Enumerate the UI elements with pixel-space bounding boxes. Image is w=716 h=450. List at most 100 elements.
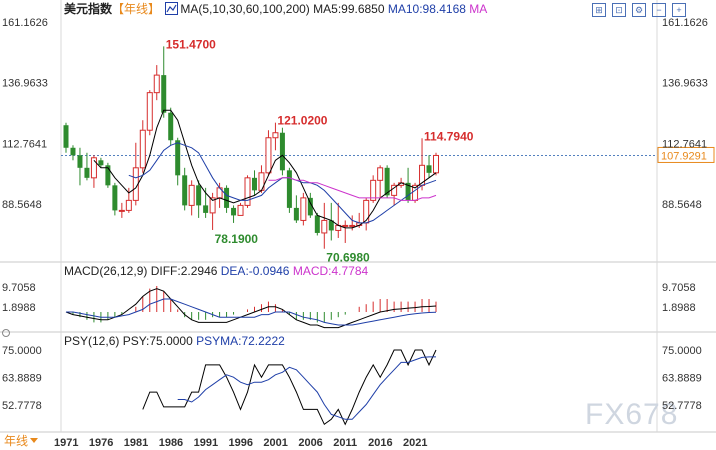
y-tick-label-right: 88.5648 (662, 199, 702, 211)
diff-value: DIFF:2.2946 (150, 264, 218, 278)
psy-tick-label-left: 52.7778 (2, 400, 42, 412)
candle-body-up (363, 199, 370, 224)
macd-label: MACD(26,12,9) (64, 264, 148, 278)
watermark: FX678 (585, 398, 678, 431)
x-tick-label: 2001 (263, 437, 287, 449)
x-tick-label: 2021 (403, 437, 427, 449)
candle-body-down (196, 185, 202, 206)
candle-body-up (433, 154, 439, 174)
candle-body-up (237, 204, 244, 216)
candle-body-down (77, 155, 83, 168)
psy-tick-label-left: 63.8889 (2, 373, 42, 385)
candle-body-up (300, 197, 307, 221)
plus-icon[interactable]: + (672, 3, 686, 17)
ma10-value: MA10:98.4168 (387, 2, 466, 16)
ma-line-ma30 (268, 177, 437, 201)
psy-header: PSY(12,6) PSY:75.0000 PSYMA:72.2222 (64, 334, 285, 348)
candle-body-down (384, 167, 390, 196)
psy-line-psyma (177, 356, 436, 420)
candle-body-down (161, 75, 167, 113)
psy-label: PSY(12,6) (64, 334, 120, 348)
add-indicator-icon[interactable]: ⊞ (592, 3, 606, 17)
extreme-annotation: 121.0200 (277, 114, 327, 128)
psy-tick-label-right: 63.8889 (662, 373, 702, 385)
zoom-icon[interactable]: ⊡ (612, 3, 626, 17)
psy-value: PSY:75.0000 (122, 334, 193, 348)
candle-body-down (105, 165, 111, 186)
candle-body-up (146, 92, 153, 131)
candle-body-up (125, 199, 132, 211)
candle-body-down (70, 147, 76, 156)
macd-value: MACD:4.7784 (292, 264, 369, 278)
candle-body-up (342, 224, 349, 227)
candle-body-up (349, 224, 356, 227)
extreme-annotation: 78.1900 (215, 232, 259, 246)
candle-body-down (307, 197, 313, 216)
candle-body-down (279, 132, 285, 171)
current-price-label: 107.9291 (661, 150, 707, 162)
candle-body-down (224, 187, 230, 208)
y-tick-label-right: 161.1626 (662, 17, 708, 29)
x-tick-label: 1986 (159, 437, 183, 449)
y-tick-label-left: 88.5648 (2, 199, 42, 211)
candle-body-down (231, 207, 237, 216)
x-tick-label: 1981 (124, 437, 148, 449)
ma-extra-label: MA (469, 2, 488, 16)
candle-body-up (139, 129, 146, 169)
macd-tick-label-left: 1.8988 (2, 302, 36, 314)
period-button[interactable]: 年线 (2, 434, 40, 449)
x-tick-label: 1991 (194, 437, 218, 449)
x-tick-label: 2016 (368, 437, 392, 449)
chart-type-icon[interactable] (165, 2, 179, 15)
x-tick-label: 1996 (229, 437, 253, 449)
current-price-badge (657, 146, 715, 163)
candle-body-down (286, 170, 292, 208)
candle-body-down (293, 207, 299, 221)
x-tick-label: 1971 (54, 437, 78, 449)
ma-params: MA(5,10,30,60,100,200) (180, 2, 310, 16)
chevron-down-icon (30, 438, 39, 443)
candle-body-down (168, 112, 174, 141)
symbol-name: 美元指数 (64, 2, 113, 16)
clock-icon (2, 329, 10, 337)
candle-body-up (377, 167, 384, 181)
macd-pane (65, 286, 437, 329)
y-tick-label-left: 161.1626 (2, 17, 48, 29)
x-tick-label: 2006 (298, 437, 322, 449)
ma-line-ma5 (93, 109, 437, 229)
extreme-annotation: 151.4700 (166, 37, 216, 51)
y-tick-label-left: 112.7641 (2, 138, 47, 150)
period-button-label: 年线 (4, 434, 29, 448)
macd-tick-label-right: 1.8988 (662, 302, 696, 314)
psy-tick-label-right: 52.7778 (662, 400, 702, 412)
candle-body-down (182, 175, 188, 206)
axes: 161.1626 161.1626 136.9633 136.9633 112.7641… (2, 17, 708, 449)
main-header: 美元指数【年线】 MA(5,10,30,60,100,200) MA5:99.6… (64, 2, 487, 16)
candle-body-down (426, 165, 432, 173)
x-tick-label: 2011 (333, 437, 357, 449)
candle-body-down (251, 177, 257, 191)
dea-value: DEA:-0.0946 (220, 264, 290, 278)
candle-body-up (272, 132, 279, 139)
macd-tick-label-right: 9.7058 (662, 282, 696, 294)
psy-tick-label-right: 75.0000 (662, 345, 702, 357)
extreme-annotation: 114.7940 (424, 129, 474, 143)
period-label[interactable]: 【年线】 (112, 2, 161, 16)
candle-body-down (405, 182, 411, 201)
candle-body-down (98, 160, 104, 166)
candle-body-up (118, 209, 125, 212)
candle-body-down (63, 125, 69, 148)
candle-body-up (370, 179, 377, 201)
candle-body-up (90, 157, 97, 179)
macd-line-dea (66, 298, 437, 326)
candle-body-up (265, 137, 272, 174)
candle-body-down (112, 185, 118, 211)
macd-tick-label-left: 9.7058 (2, 282, 36, 294)
settings-icon[interactable]: ⚙ (632, 3, 646, 17)
candle-body-up (209, 197, 216, 214)
minus-icon[interactable]: − (652, 3, 666, 17)
macd-header: MACD(26,12,9) DIFF:2.2946 DEA:-0.0946 MA… (64, 264, 368, 278)
y-tick-label-left: 136.9633 (2, 78, 48, 90)
candle-body-down (314, 215, 320, 233)
